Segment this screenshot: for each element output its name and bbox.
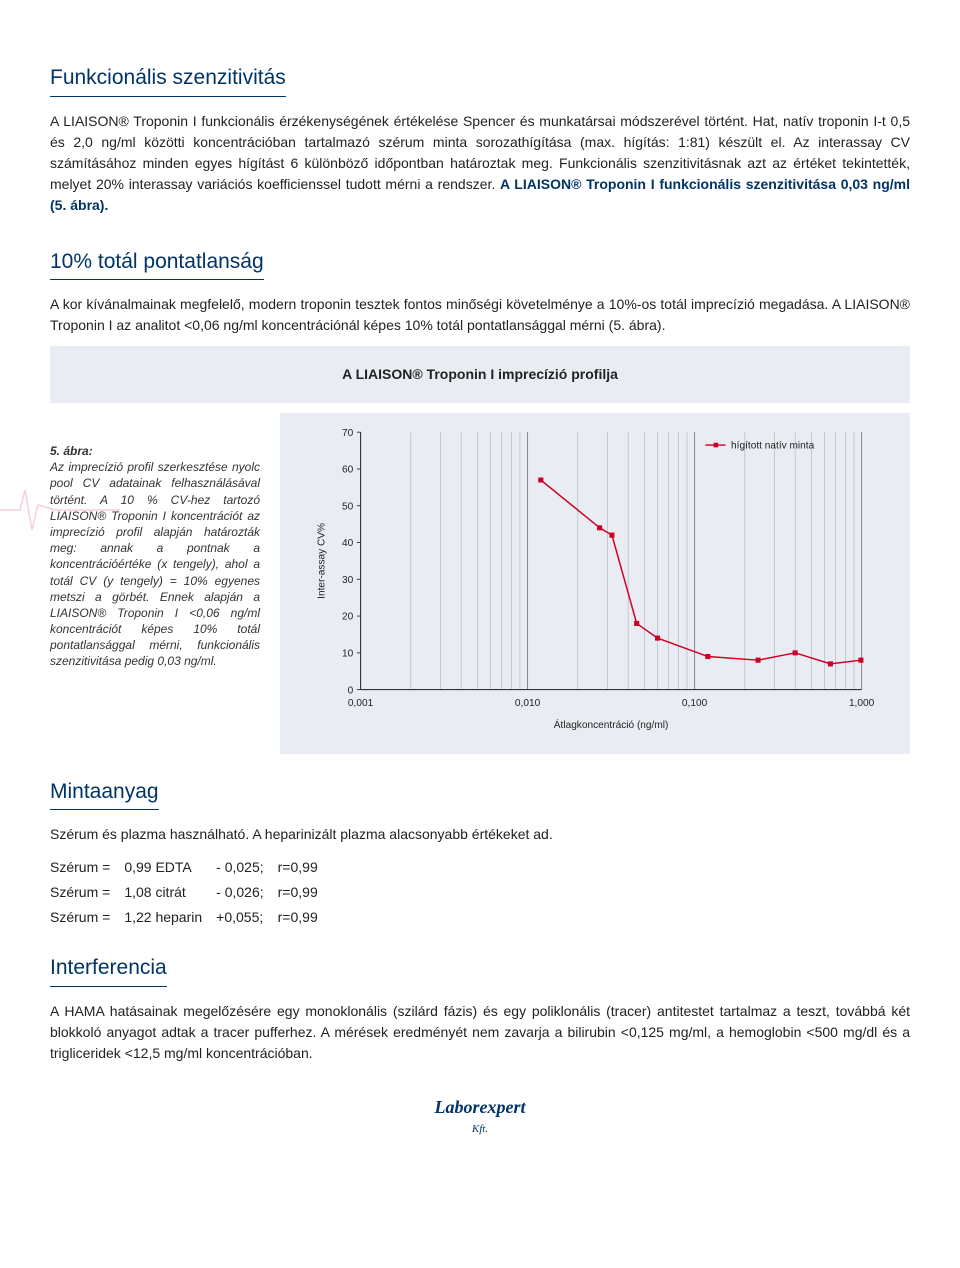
- table-cell: 1,22 heparin: [124, 905, 216, 930]
- table-row: Szérum =1,08 citrát- 0,026;r=0,99: [50, 880, 332, 905]
- svg-text:50: 50: [342, 501, 354, 512]
- svg-text:Inter-assay CV%: Inter-assay CV%: [317, 523, 328, 599]
- svg-text:10: 10: [342, 649, 354, 660]
- table-cell: r=0,99: [278, 880, 332, 905]
- section1-paragraph: A LIAISON® Troponin I funkcionális érzék…: [50, 111, 910, 216]
- chart-title: A LIAISON® Troponin I imprecízió profilj…: [80, 364, 880, 385]
- svg-text:1,000: 1,000: [849, 698, 875, 709]
- svg-text:0,010: 0,010: [515, 698, 541, 709]
- svg-text:0,100: 0,100: [682, 698, 708, 709]
- footer-brand: Laborexpert: [50, 1094, 910, 1121]
- heading-pontatlansag: 10% totál pontatlanság: [50, 246, 264, 281]
- figure-caption: 5. ábra:Az imprecízió profil szerkesztés…: [50, 413, 260, 670]
- section3-intro: Szérum és plazma használható. A heparini…: [50, 824, 910, 845]
- heading-funkcionalis: Funkcionális szenzitivitás: [50, 62, 286, 97]
- svg-text:40: 40: [342, 538, 354, 549]
- svg-text:20: 20: [342, 612, 354, 623]
- section4-paragraph: A HAMA hatásainak megelőzésére egy monok…: [50, 1001, 910, 1064]
- section2-paragraph: A kor kívánalmainak megfelelő, modern tr…: [50, 294, 910, 336]
- table-row: Szérum =1,22 heparin+0,055;r=0,99: [50, 905, 332, 930]
- chart-container: A LIAISON® Troponin I imprecízió profilj…: [50, 346, 910, 403]
- svg-text:0,001: 0,001: [348, 698, 374, 709]
- footer-sub: Kft.: [50, 1121, 910, 1138]
- chart-plot-area: 0,001 0,010 0,100 1,000 0 10 20 30 40 50 60 70 Átlag…: [280, 413, 910, 754]
- table-cell: r=0,99: [278, 905, 332, 930]
- heading-interferencia: Interferencia: [50, 952, 167, 987]
- chart-row: 5. ábra:Az imprecízió profil szerkesztés…: [50, 413, 910, 754]
- line-chart-svg: 0,001 0,010 0,100 1,000 0 10 20 30 40 50 60 70 Átlag…: [310, 423, 880, 736]
- table-cell: Szérum =: [50, 880, 124, 905]
- table-cell: Szérum =: [50, 905, 124, 930]
- svg-text:30: 30: [342, 575, 354, 586]
- table-row: Szérum =0,99 EDTA- 0,025;r=0,99: [50, 855, 332, 880]
- table-cell: 0,99 EDTA: [124, 855, 216, 880]
- sample-table: Szérum =0,99 EDTA- 0,025;r=0,99Szérum =1…: [50, 855, 332, 930]
- svg-text:60: 60: [342, 465, 354, 476]
- heading-mintaanyag: Mintaanyag: [50, 776, 159, 811]
- svg-text:70: 70: [342, 428, 354, 439]
- table-cell: - 0,026;: [216, 880, 277, 905]
- table-cell: 1,08 citrát: [124, 880, 216, 905]
- svg-text:0: 0: [348, 685, 354, 696]
- svg-text:hígított natív minta: hígított natív minta: [731, 441, 815, 452]
- svg-text:Átlagkoncentráció (ng/ml): Átlagkoncentráció (ng/ml): [554, 718, 669, 731]
- table-cell: +0,055;: [216, 905, 277, 930]
- table-cell: r=0,99: [278, 855, 332, 880]
- table-cell: - 0,025;: [216, 855, 277, 880]
- table-cell: Szérum =: [50, 855, 124, 880]
